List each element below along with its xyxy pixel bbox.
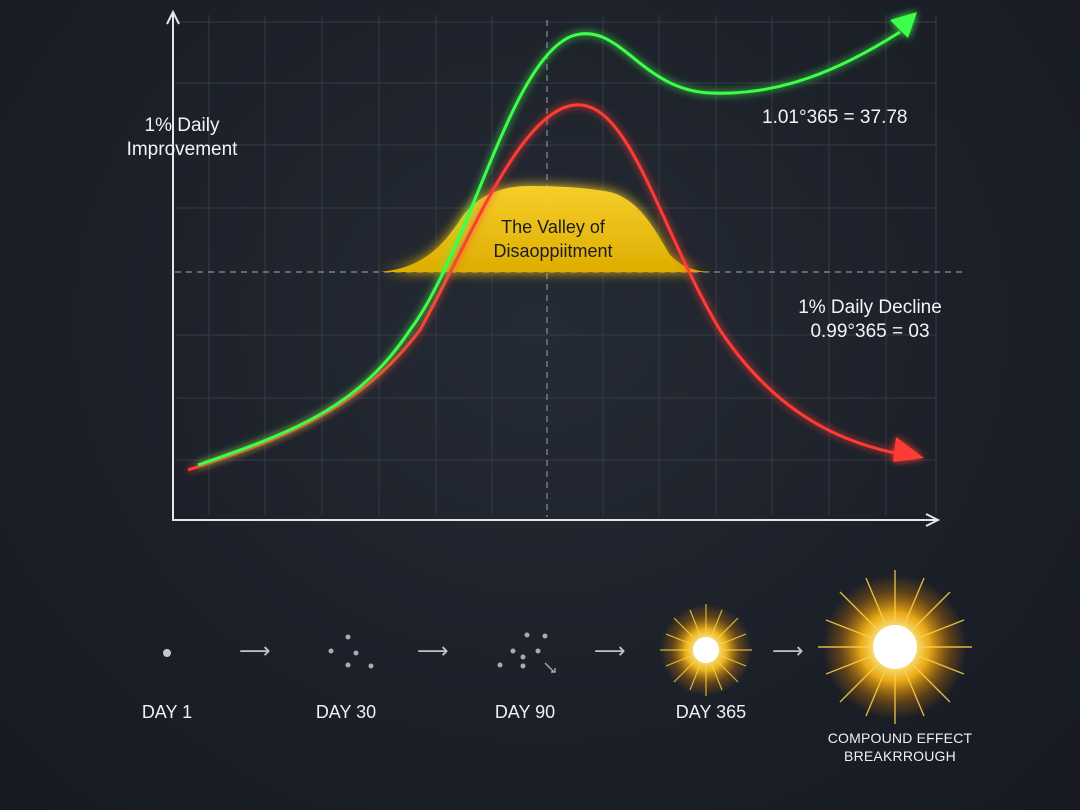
stage-label-day-365: DAY 365 <box>675 702 747 722</box>
decline-curve <box>187 103 906 472</box>
stage-label-day-1: DAY 1 <box>141 702 193 722</box>
single-dot-icon <box>163 649 171 657</box>
compound-effect-label: COMPOUND EFFECT BREAKRROUGH <box>800 729 1000 765</box>
glowing-burst-icon <box>660 604 752 696</box>
improvement-formula: 1.01°365 = 37.78 <box>762 107 908 128</box>
right-arrow-icon: ⟶ <box>417 638 449 663</box>
y-axis-label: 1% Daily Improvement <box>102 114 262 162</box>
x-axis-arrowhead <box>925 513 941 527</box>
stage-label-day-30: DAY 30 <box>315 702 377 722</box>
decline-label-block: 1% Daily Decline 0.99°365 = 03 <box>770 296 970 344</box>
y-axis-arrowhead <box>166 9 180 25</box>
valley-label-line1: The Valley of <box>501 217 605 237</box>
y-axis-label-line1: 1% Daily <box>144 115 220 136</box>
clustered-dots-icon <box>497 632 556 673</box>
improvement-curve <box>197 30 901 467</box>
right-arrow-icon: ⟶ <box>594 638 626 663</box>
y-axis-label-line2: Improvement <box>126 139 238 160</box>
valley-of-disappointment-area <box>380 186 716 272</box>
decline-label: 1% Daily Decline <box>798 297 942 318</box>
explosion-burst-icon <box>818 570 972 724</box>
valley-label-line2: Disaoppiitment <box>493 241 613 261</box>
compound-effect-line2: BREAKRROUGH <box>844 748 956 764</box>
decline-arrowhead-icon <box>893 437 924 462</box>
compound-effect-line1: COMPOUND EFFECT <box>827 730 973 746</box>
stage-label-day-90: DAY 90 <box>494 702 556 722</box>
right-arrow-icon: ⟶ <box>772 638 804 663</box>
right-arrow-icon: ⟶ <box>239 638 271 663</box>
improvement-arrowhead-icon <box>890 12 917 38</box>
scattered-dots-icon <box>328 634 374 669</box>
valley-label: The Valley of Disaoppiitment <box>453 215 653 263</box>
decline-formula: 0.99°365 = 03 <box>810 321 930 342</box>
